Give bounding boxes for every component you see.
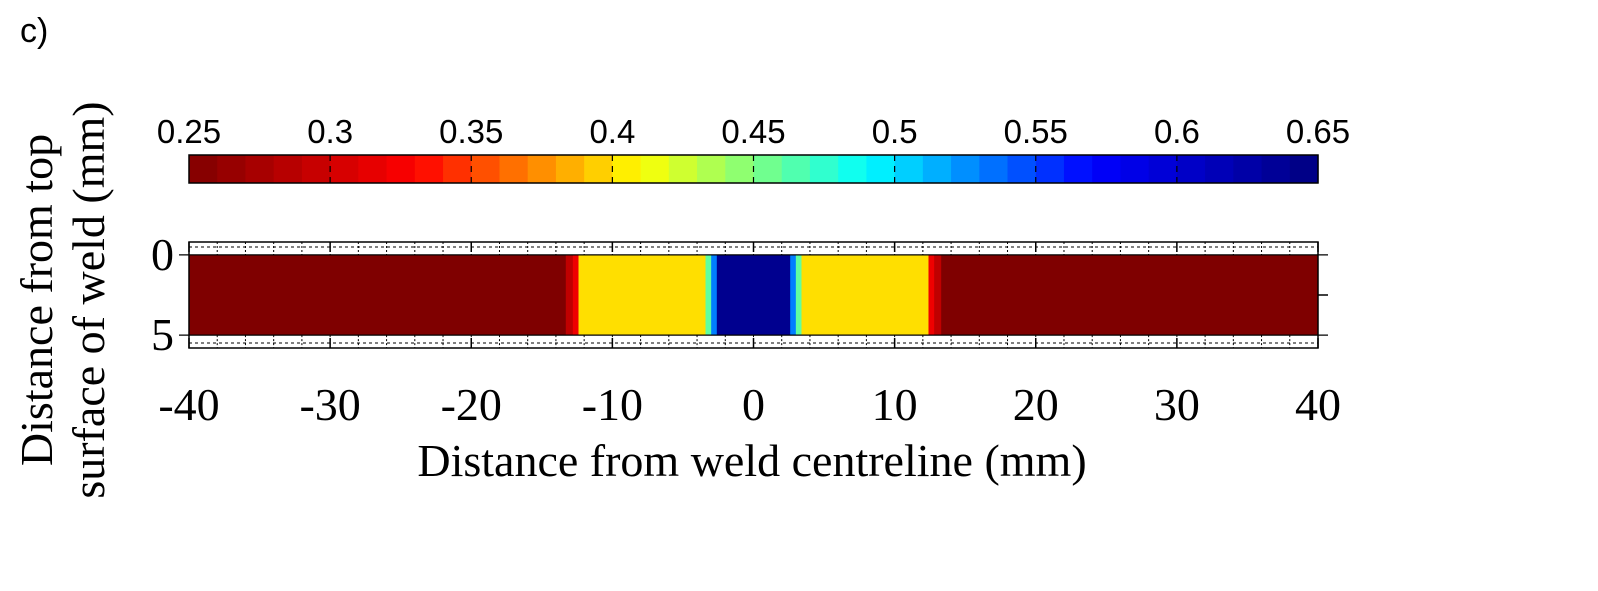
colorbar-level (386, 155, 416, 183)
colorbar-level (1233, 155, 1263, 183)
x-tick-label: 10 (872, 379, 918, 430)
x-tick-label: -40 (158, 379, 219, 430)
contour-region (928, 254, 935, 336)
colorbar-level (358, 155, 388, 183)
y-tick-label: 5 (151, 309, 174, 360)
colorbar-level (725, 155, 755, 183)
colorbar-level (809, 155, 839, 183)
colorbar-level (1261, 155, 1291, 183)
colorbar-level (1176, 155, 1206, 183)
contour-region (934, 254, 942, 336)
colorbar-level (979, 155, 1009, 183)
colorbar-level (217, 155, 247, 183)
contour-region (711, 254, 718, 336)
x-axis-label: Distance from weld centreline (mm) (417, 435, 1086, 486)
colorbar-tick-label: 0.35 (439, 113, 503, 150)
colorbar-level (866, 155, 896, 183)
y-axis-label: Distance from top surface of weld (mm) (11, 101, 114, 498)
colorbar-tick-label: 0.25 (157, 113, 221, 150)
colorbar-level (1148, 155, 1178, 183)
y-axis-label-line-1: Distance from top (11, 134, 62, 466)
x-tick-label: -30 (299, 379, 360, 430)
colorbar-tick-label: 0.55 (1004, 113, 1068, 150)
colorbar-level (499, 155, 529, 183)
colorbar-level (951, 155, 980, 183)
colorbar: 0.25 0.3 0.35 0.4 0.45 0.5 0.55 0.6 0.65 (157, 113, 1350, 184)
colorbar-level (584, 155, 613, 183)
colorbar-tick-label: 0.45 (721, 113, 785, 150)
colorbar-level (838, 155, 867, 183)
colorbar-tick-label: 0.5 (872, 113, 918, 150)
colorbar-level (273, 155, 303, 183)
colorbar-level (668, 155, 698, 183)
colorbar-level (1289, 155, 1319, 183)
contour-region (716, 254, 791, 336)
y-axis-label-line-2: surface of weld (mm) (63, 101, 114, 498)
y-tick-label: 0 (151, 229, 174, 280)
colorbar-tick-label: 0.4 (589, 113, 635, 150)
colorbar-level (697, 155, 726, 183)
colorbar-level (1092, 155, 1122, 183)
colorbar-tick-label: 0.3 (307, 113, 353, 150)
colorbar-level (245, 155, 275, 183)
colorbar-level (471, 155, 501, 183)
colorbar-level (781, 155, 811, 183)
colorbar-level (1120, 155, 1150, 183)
colorbar-tick-label: 0.65 (1286, 113, 1350, 150)
colorbar-level (330, 155, 359, 183)
colorbar-level (640, 155, 670, 183)
plot-area (189, 254, 1319, 336)
x-tick-label: 40 (1295, 379, 1341, 430)
colorbar-level (555, 155, 585, 183)
panel-label: c) (20, 12, 49, 50)
contour-region (941, 254, 1319, 336)
x-tick-label: 20 (1013, 379, 1059, 430)
x-tick-label: 0 (742, 379, 765, 430)
x-tick-label: -20 (441, 379, 502, 430)
contour-region (565, 254, 574, 336)
x-tick-label: 30 (1154, 379, 1200, 430)
colorbar-level (1035, 155, 1065, 183)
contour-region (705, 254, 712, 336)
colorbar-level (612, 155, 642, 183)
colorbar-level (189, 155, 218, 183)
colorbar-level (753, 155, 783, 183)
contour-region (578, 254, 707, 336)
colorbar-level (301, 155, 331, 183)
contour-region (801, 254, 929, 336)
axes: -40 -30 -20 -10 0 10 20 30 40 0 5 (151, 229, 1341, 430)
colorbar-level (414, 155, 444, 183)
colorbar-level (1007, 155, 1037, 183)
colorbar-level (527, 155, 557, 183)
colorbar-level (1063, 155, 1093, 183)
contour-region (790, 254, 797, 336)
colorbar-level (894, 155, 924, 183)
x-tick-label: -10 (582, 379, 643, 430)
colorbar-level (443, 155, 472, 183)
contour-region (572, 254, 580, 336)
colorbar-level (922, 155, 952, 183)
contour-region (795, 254, 802, 336)
colorbar-tick-label: 0.6 (1154, 113, 1200, 150)
contour-region (189, 254, 567, 336)
colorbar-level (1205, 155, 1234, 183)
